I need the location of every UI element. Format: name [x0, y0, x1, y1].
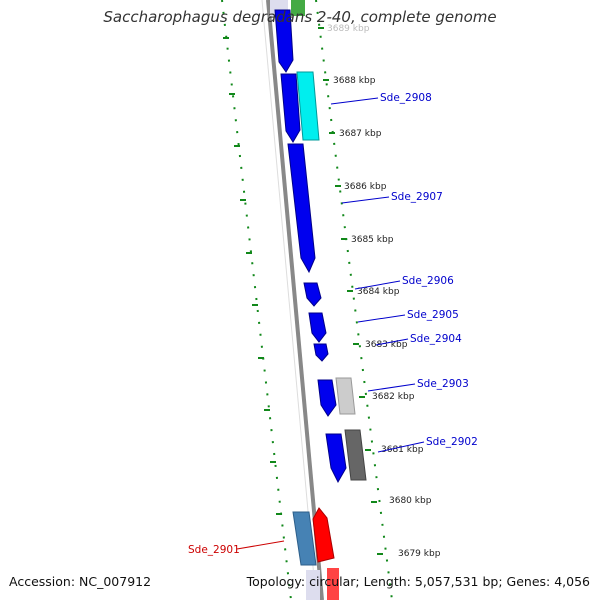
- gene-blue-7[interactable]: [317, 379, 337, 417]
- gene-label-sde-2908[interactable]: Sde_2908: [380, 92, 432, 104]
- scale-label: 3689 kbp: [327, 24, 370, 34]
- scale-label: 3682 kbp: [372, 392, 415, 402]
- accession-text: Accession: NC_007912: [9, 574, 152, 589]
- gene-blue-1[interactable]: [274, 9, 294, 73]
- gene-label-sde-2906[interactable]: Sde_2906: [402, 275, 454, 287]
- gc-content-track-left: [221, 0, 292, 600]
- gene-top-green[interactable]: [291, 0, 305, 16]
- gene-label-sde-2901[interactable]: Sde_2901: [188, 544, 240, 556]
- gene-bottom-red[interactable]: [327, 568, 339, 600]
- gene-blue-2[interactable]: [280, 73, 301, 143]
- scale-labels: 3689 kbp 3688 kbp 3687 kbp 3686 kbp 3685…: [327, 24, 441, 559]
- gene-blue-3[interactable]: [287, 143, 316, 274]
- scale-label: 3687 kbp: [339, 129, 382, 139]
- scale-label: 3679 kbp: [398, 549, 441, 559]
- gene-label-sde-2907[interactable]: Sde_2907: [391, 191, 443, 203]
- gene-label-sde-2905[interactable]: Sde_2905: [407, 309, 459, 321]
- gene-label-sde-2904[interactable]: Sde_2904: [410, 333, 462, 345]
- gc-major-ticks-left: [223, 37, 282, 515]
- gene-label-sde-2903[interactable]: Sde_2903: [417, 378, 469, 390]
- genome-summary-text: Topology: circular; Length: 5,057,531 bp…: [246, 574, 590, 589]
- scale-label: 3685 kbp: [351, 235, 394, 245]
- scale-ticks: [318, 27, 383, 555]
- gene-bottom-light[interactable]: [306, 570, 320, 600]
- gene-blue-6[interactable]: [313, 343, 329, 362]
- gene-blue-4[interactable]: [303, 282, 322, 307]
- gene-blue-8[interactable]: [325, 433, 347, 484]
- gene-blue-5[interactable]: [308, 312, 327, 343]
- gene-red[interactable]: [312, 507, 335, 563]
- scale-label: 3686 kbp: [344, 182, 387, 192]
- gc-content-track-right: [315, 0, 393, 600]
- gene-label-leaders: [236, 97, 425, 550]
- map-title: Saccharophagus degradans 2-40, complete …: [103, 8, 497, 26]
- gene-labels: Sde_2908 Sde_2907 Sde_2906 Sde_2905 Sde_…: [188, 92, 478, 556]
- scale-label: 3681 kbp: [381, 445, 424, 455]
- scale-label: 3680 kbp: [389, 496, 432, 506]
- gene-light-gray[interactable]: [335, 377, 356, 415]
- gene-label-sde-2902[interactable]: Sde_2902: [426, 436, 478, 448]
- gene-cyan[interactable]: [296, 71, 320, 141]
- gene-steelblue[interactable]: [292, 511, 317, 566]
- scale-label: 3684 kbp: [357, 287, 400, 297]
- gene-dark-gray[interactable]: [344, 429, 367, 481]
- scale-label: 3688 kbp: [333, 76, 376, 86]
- scale-label: 3683 kbp: [365, 340, 408, 350]
